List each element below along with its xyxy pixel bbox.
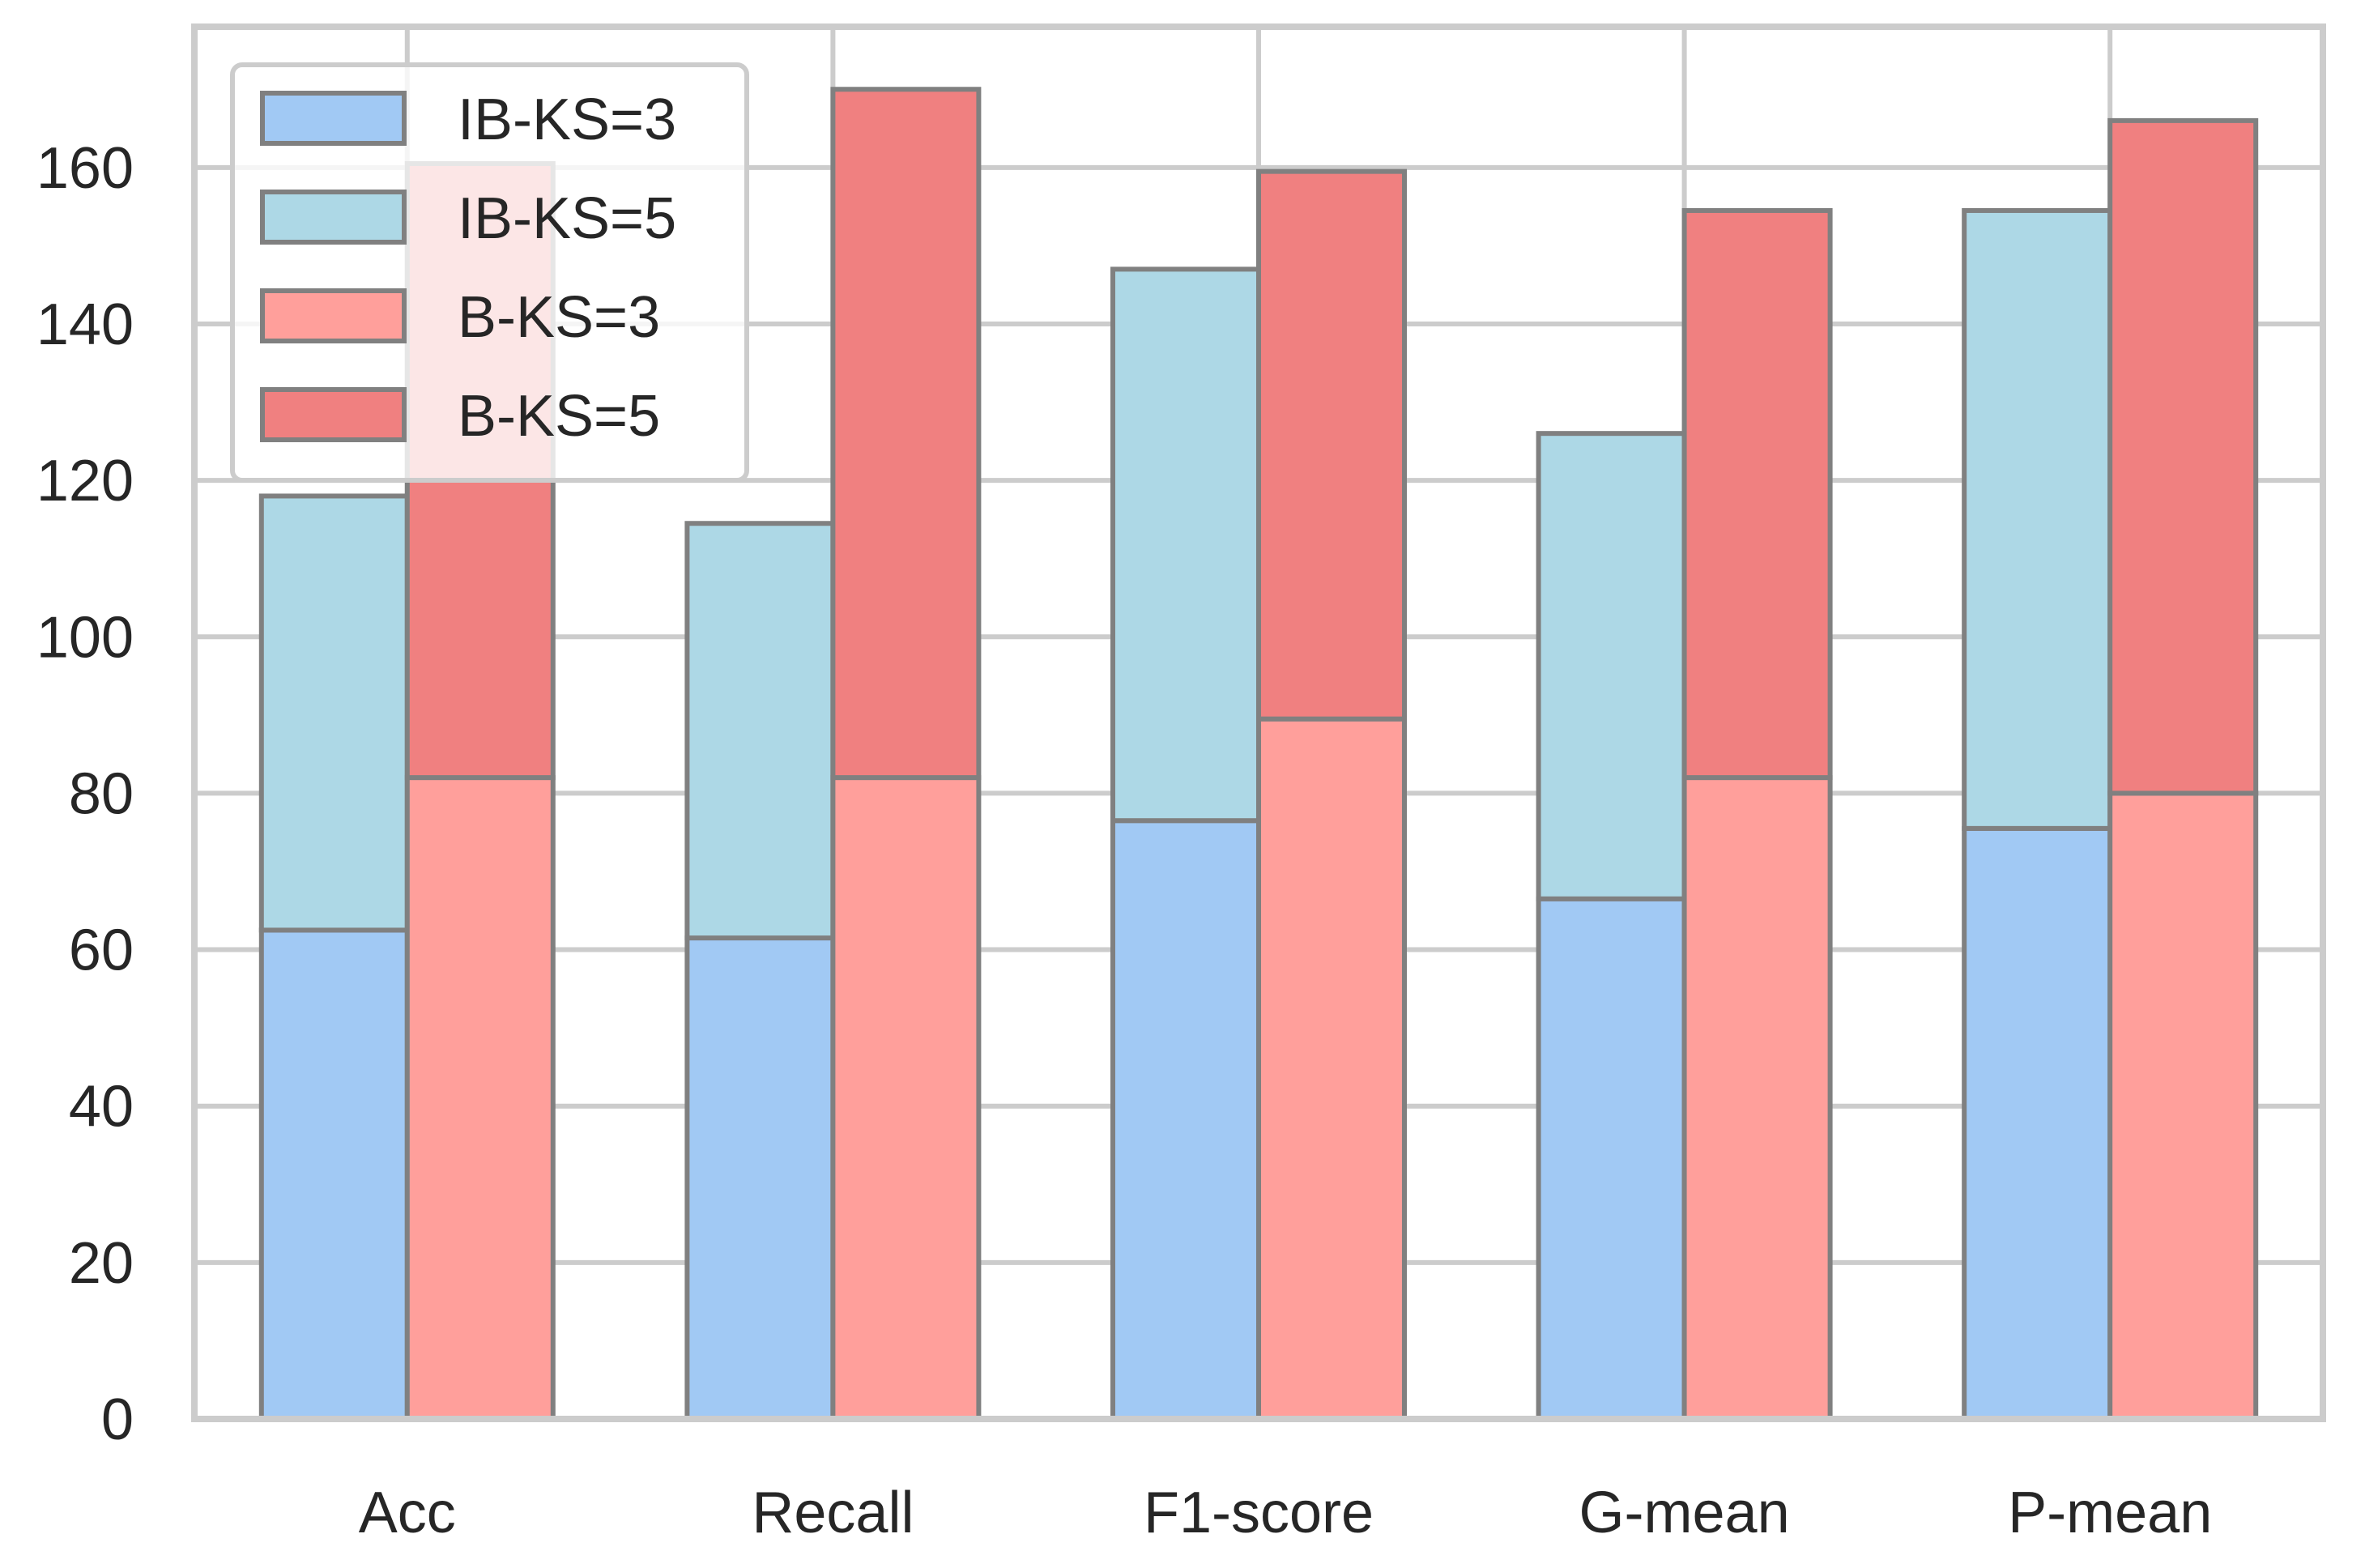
legend-swatch-b-ks-3 bbox=[260, 288, 407, 343]
legend-label-ib-ks-5: IB-KS=5 bbox=[458, 186, 676, 251]
x-tick-label: Recall bbox=[752, 1481, 914, 1545]
y-tick-label: 0 bbox=[101, 1387, 134, 1452]
bar-ib-ks-5-recall bbox=[684, 521, 836, 941]
bar-b-ks-5-f1-score bbox=[1256, 168, 1407, 722]
bar-b-ks-3-f1-score bbox=[1256, 716, 1407, 1421]
bar-b-ks-5-p-mean bbox=[2107, 117, 2259, 796]
bar-ib-ks-3-g-mean bbox=[1536, 896, 1687, 1421]
bar-ib-ks-3-p-mean bbox=[1962, 825, 2113, 1421]
legend-swatch-ib-ks-3 bbox=[260, 91, 407, 146]
bar-b-ks-3-recall bbox=[830, 775, 982, 1421]
y-tick-label: 60 bbox=[69, 918, 134, 983]
legend: IB-KS=3 IB-KS=5 B-KS=3 B-KS=5 bbox=[230, 62, 749, 483]
bar-ib-ks-3-f1-score bbox=[1110, 818, 1261, 1421]
y-tick-label: 20 bbox=[69, 1231, 134, 1296]
bar-b-ks-3-p-mean bbox=[2107, 790, 2259, 1421]
x-tick-labels: Acc Recall F1-score G-mean P-mean bbox=[359, 1481, 2212, 1545]
legend-swatch-ib-ks-5 bbox=[260, 190, 407, 245]
bar-ib-ks-5-acc bbox=[258, 493, 410, 933]
bar-ib-ks-3-acc bbox=[258, 927, 410, 1422]
bar-ib-ks-3-recall bbox=[684, 935, 836, 1421]
x-tick-label: G-mean bbox=[1579, 1481, 1790, 1545]
bar-b-ks-3-acc bbox=[404, 775, 556, 1421]
bar-b-ks-3-g-mean bbox=[1681, 775, 1833, 1421]
plot-frame bbox=[191, 23, 2326, 1422]
bar-b-ks-5-g-mean bbox=[1681, 207, 1833, 781]
y-tick-label: 40 bbox=[69, 1075, 134, 1140]
bar-ib-ks-5-g-mean bbox=[1536, 431, 1687, 901]
y-tick-labels: 0 20 40 60 80 100 120 140 160 bbox=[36, 136, 134, 1452]
legend-label-b-ks-3: B-KS=3 bbox=[458, 285, 660, 350]
x-tick-label: F1-score bbox=[1144, 1481, 1374, 1545]
legend-label-b-ks-5: B-KS=5 bbox=[458, 384, 660, 449]
bar-ib-ks-5-p-mean bbox=[1962, 207, 2113, 831]
y-tick-label: 80 bbox=[69, 761, 134, 826]
bars-layer bbox=[258, 87, 2259, 1422]
legend-label-ib-ks-3: IB-KS=3 bbox=[458, 87, 676, 152]
y-tick-label: 120 bbox=[36, 449, 134, 513]
x-tick-label: Acc bbox=[359, 1481, 456, 1545]
y-tick-label: 100 bbox=[36, 605, 134, 670]
bar-b-ks-5-recall bbox=[830, 87, 982, 781]
legend-swatch-b-ks-5 bbox=[260, 387, 407, 442]
y-tick-label: 140 bbox=[36, 292, 134, 357]
y-tick-label: 160 bbox=[36, 136, 134, 201]
x-tick-label: P-mean bbox=[2008, 1481, 2212, 1545]
legend-box bbox=[230, 62, 749, 483]
bar-ib-ks-5-f1-score bbox=[1110, 266, 1261, 824]
